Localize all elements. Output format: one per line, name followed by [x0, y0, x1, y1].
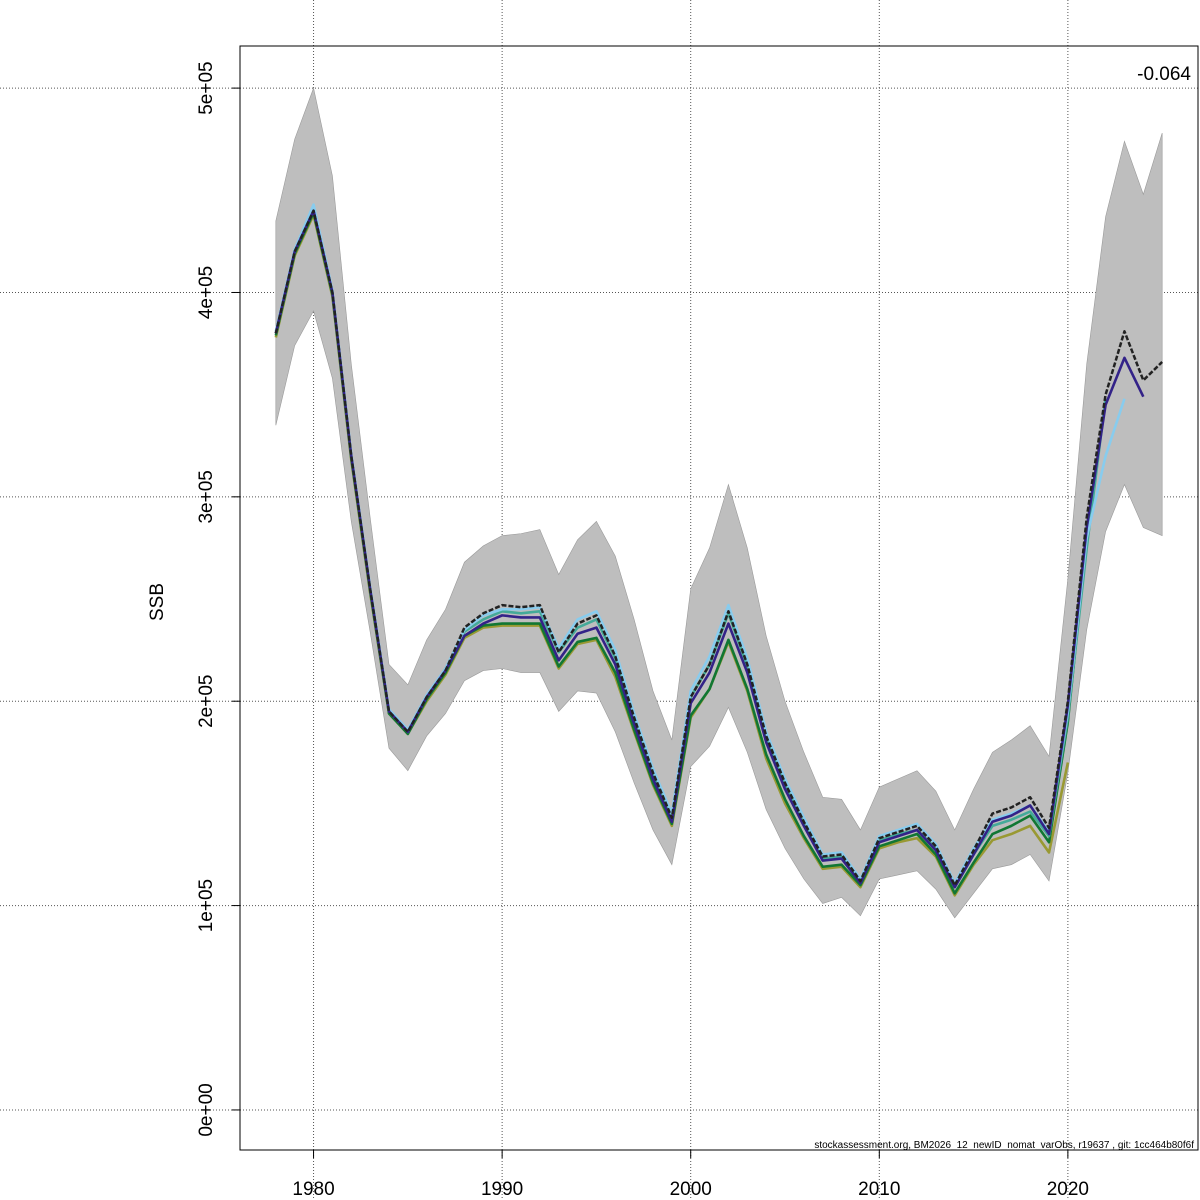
ylabel: SSB: [147, 583, 168, 621]
plot-frame: [239, 45, 1199, 1151]
confidence-band: [275, 87, 1163, 919]
y-tick-label: 4e+05: [196, 266, 217, 319]
x-tick-label: 2020: [1047, 1179, 1089, 1200]
x-tick-label: 1990: [481, 1179, 523, 1200]
series-line-base-run: [274, 209, 1164, 887]
y-tick-label: 1e+05: [196, 879, 217, 932]
y-tick-label: 2e+05: [196, 675, 217, 728]
x-tick-label: 2010: [858, 1179, 900, 1200]
footer-text: stockassessment.org, BM2026_12_newID_nom…: [814, 1140, 1194, 1151]
y-tick-label: 0e+00: [196, 1083, 217, 1136]
y-tick-label: 3e+05: [196, 470, 217, 523]
y-tick-label: 5e+05: [196, 61, 217, 114]
ci-band: [275, 87, 1163, 919]
series-lines: [274, 203, 1164, 897]
x-tick-label: 2000: [670, 1179, 712, 1200]
axes: 1980 1990 2000 2010 2020 0e+00 1e+05 2e+05 3e+05…: [196, 61, 1089, 1200]
x-tick-label: 1980: [292, 1179, 334, 1200]
annotation: -0.064: [1137, 64, 1191, 85]
